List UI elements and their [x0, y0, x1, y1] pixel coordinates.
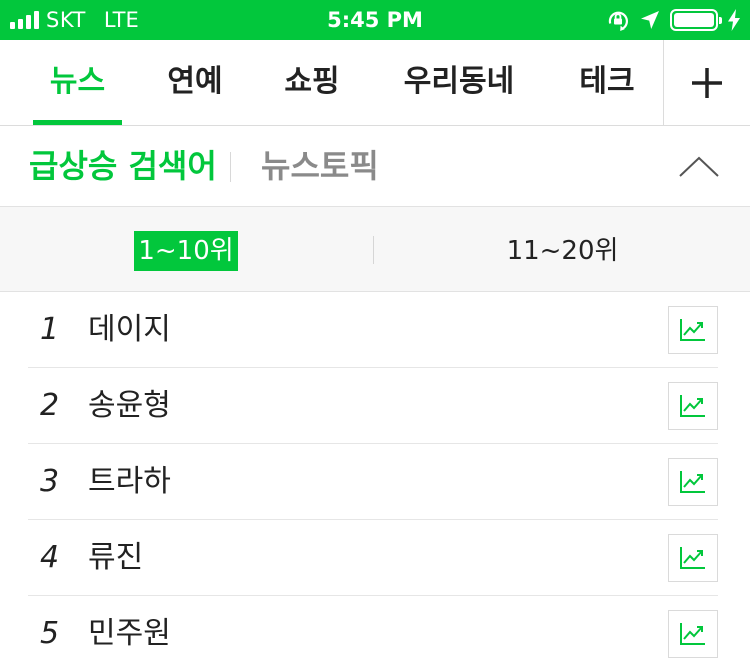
trend-chart-icon: [680, 547, 705, 569]
list-item[interactable]: 2 송윤형: [28, 368, 718, 444]
keyword-link[interactable]: 데이지: [88, 312, 171, 347]
chevron-up-icon[interactable]: [676, 146, 722, 186]
range-1-10-button[interactable]: 1~10위: [134, 231, 238, 271]
range-divider: [373, 236, 374, 264]
trend-chart-button[interactable]: [668, 306, 718, 354]
network-type: LTE: [103, 8, 139, 32]
keyword-link[interactable]: 트라하: [88, 464, 171, 499]
list-item[interactable]: 5 민주원: [28, 596, 718, 670]
tab-divider: [663, 40, 664, 126]
tab-neighborhood[interactable]: 우리동네: [403, 64, 515, 99]
trend-chart-icon: [680, 319, 705, 341]
signal-icon: [10, 11, 39, 29]
tab-news[interactable]: 뉴스: [49, 64, 106, 99]
tab-shopping[interactable]: 쇼핑: [284, 64, 340, 99]
rank-range-toggle: 1~10위 11~20위: [0, 207, 750, 292]
trend-chart-button[interactable]: [668, 458, 718, 506]
plus-icon: [692, 68, 722, 98]
trend-chart-icon: [680, 395, 705, 417]
tab-entertainment[interactable]: 연예: [167, 64, 223, 99]
section-divider: [230, 152, 231, 182]
battery-icon: [670, 9, 722, 31]
trend-chart-button[interactable]: [668, 534, 718, 582]
status-right: [606, 0, 740, 40]
rank-number: 4: [40, 540, 60, 575]
charging-bolt-icon: [728, 9, 740, 31]
rank-number: 2: [40, 388, 60, 423]
carrier-name: SKT: [46, 8, 86, 32]
tab-tech[interactable]: 테크: [579, 64, 635, 99]
list-item[interactable]: 1 데이지: [28, 292, 718, 368]
location-arrow-icon: [641, 11, 659, 29]
trend-chart-icon: [680, 471, 705, 493]
ranking-list: 1 데이지 2 송윤형 3 트라하 4 류진 5 민주원: [28, 292, 718, 670]
keyword-link[interactable]: 류진: [88, 540, 144, 575]
status-time: 5:45 PM: [327, 8, 423, 32]
rank-number: 3: [40, 464, 60, 499]
add-tab-button[interactable]: [664, 40, 750, 126]
trend-chart-button[interactable]: [668, 382, 718, 430]
status-bar: SKT LTE 5:45 PM: [0, 0, 750, 40]
list-item[interactable]: 3 트라하: [28, 444, 718, 520]
list-item[interactable]: 4 류진: [28, 520, 718, 596]
status-left: SKT LTE: [10, 0, 139, 40]
news-topic-tab[interactable]: 뉴스토픽: [261, 147, 379, 185]
keyword-link[interactable]: 송윤형: [88, 388, 171, 423]
trend-chart-icon: [680, 623, 705, 645]
orientation-lock-icon: [608, 11, 628, 31]
realtime-search-tab[interactable]: 급상승 검색어: [29, 147, 217, 185]
trend-chart-button[interactable]: [668, 610, 718, 658]
section-header: 급상승 검색어 뉴스토픽: [0, 126, 750, 207]
keyword-link[interactable]: 민주원: [88, 616, 171, 651]
category-tabs: 뉴스 연예 쇼핑 우리동네 테크: [0, 40, 750, 126]
rank-number: 1: [40, 312, 60, 347]
active-tab-indicator: [33, 120, 122, 125]
range-11-20-button[interactable]: 11~20위: [506, 236, 619, 266]
rank-number: 5: [40, 616, 60, 651]
